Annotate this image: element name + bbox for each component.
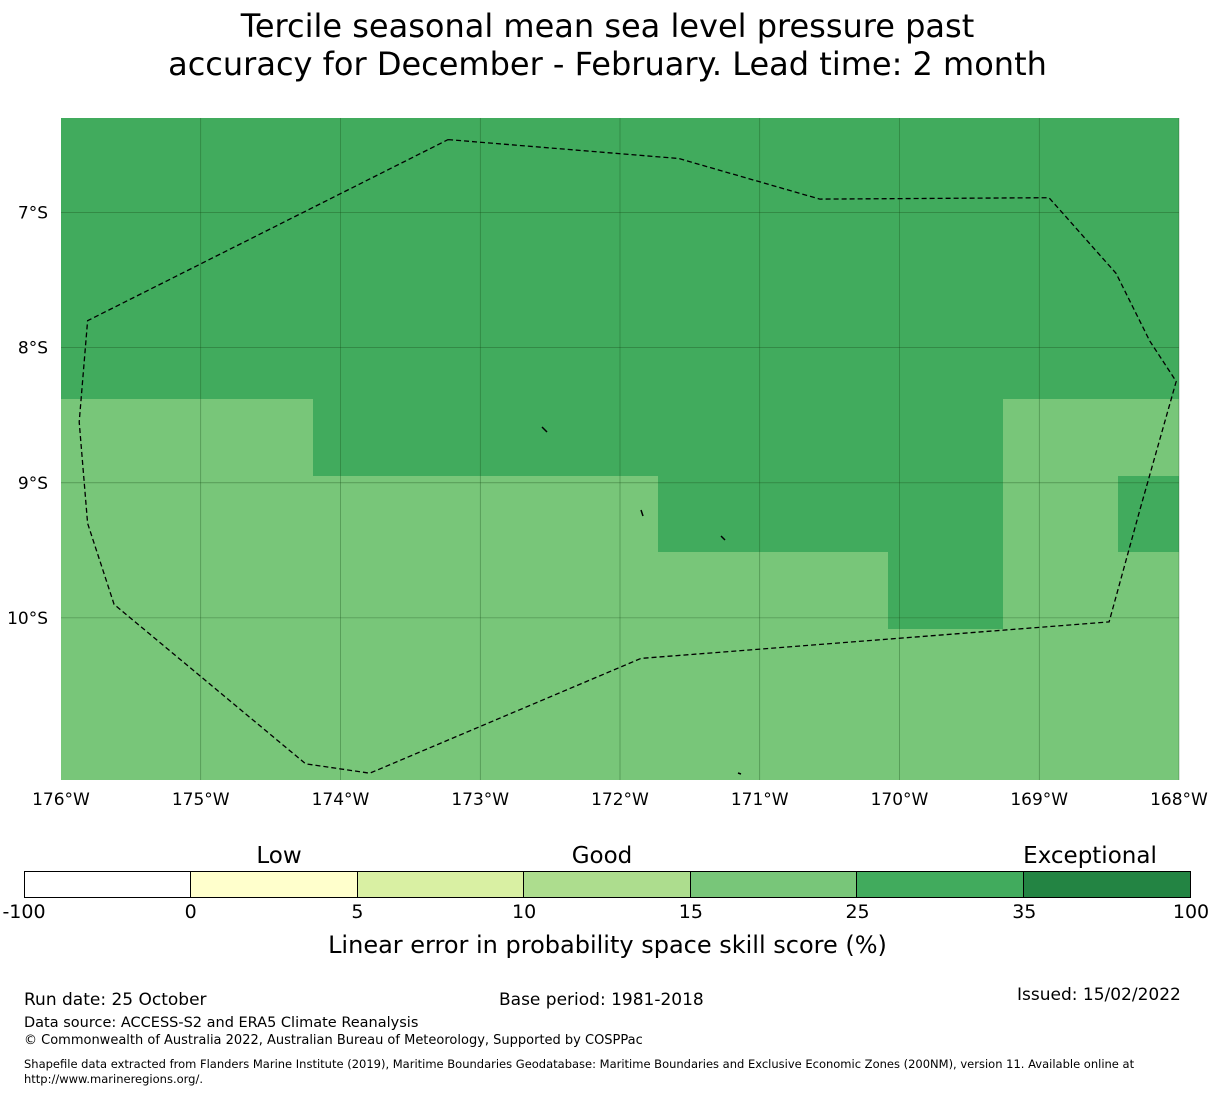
lon-tick-label: 171°W <box>731 790 789 810</box>
chart-title-line-1: Tercile seasonal mean sea level pressure… <box>240 7 975 45</box>
colorbar-tick-label: 15 <box>678 901 703 923</box>
cell-25-35 <box>658 476 888 552</box>
cell-25-35 <box>1118 476 1179 552</box>
issued-date: Issued: 15/02/2022 <box>1017 985 1181 1005</box>
colorbar-segment <box>25 872 192 897</box>
lon-tick-label: 170°W <box>871 790 929 810</box>
copyright: © Commonwealth of Australia 2022, Austra… <box>24 1033 643 1048</box>
cell-25-35 <box>888 476 1003 629</box>
colorbar-tick-label: -100 <box>2 901 46 923</box>
data-source: Data source: ACCESS-S2 and ERA5 Climate … <box>24 1015 419 1031</box>
longitude-labels: 176°W 175°W 174°W 173°W 172°W 171°W 170°W 169°W… <box>32 790 1208 810</box>
lat-tick-label: 7°S <box>18 204 48 224</box>
lon-tick-label: 172°W <box>591 790 649 810</box>
colorbar-tick-label: 25 <box>845 901 870 923</box>
lon-tick-label: 173°W <box>451 790 509 810</box>
island-nukunonu <box>640 509 644 517</box>
lon-tick-label: 169°W <box>1010 790 1068 810</box>
colorbar-segment <box>690 872 858 897</box>
latitude-labels: 7°S 8°S 9°S 10°S <box>7 204 48 629</box>
shapefile-credit-line-2: http://www.marineregions.org/. <box>24 1072 203 1086</box>
base-period: Base period: 1981-2018 <box>499 990 704 1010</box>
colorbar-tick-label: 35 <box>1012 901 1037 923</box>
colorbar-tick-label: 5 <box>351 901 364 923</box>
lon-tick-label: 168°W <box>1150 790 1208 810</box>
cell-25-35 <box>658 399 1003 476</box>
lon-tick-label: 176°W <box>32 790 90 810</box>
lat-tick-label: 10°S <box>7 609 48 629</box>
lat-tick-label: 9°S <box>18 474 48 494</box>
category-exceptional: Exceptional <box>1023 843 1157 869</box>
colorbar-segment <box>191 872 358 897</box>
colorbar-tick-label: 100 <box>1172 901 1210 923</box>
colorbar-label: Linear error in probability space skill … <box>328 931 887 959</box>
lon-tick-label: 175°W <box>172 790 230 810</box>
eez-boundary <box>78 138 1177 774</box>
lon-tick-label: 174°W <box>312 790 370 810</box>
colorbar-tick-label: 0 <box>184 901 197 923</box>
island-fakaofo <box>720 535 726 541</box>
colorbar-segment <box>357 872 525 897</box>
colorbar <box>24 871 1191 898</box>
cell-25-35 <box>1003 118 1179 399</box>
category-good: Good <box>571 843 633 869</box>
shapefile-credit-line-1: Shapefile data extracted from Flanders M… <box>24 1057 1135 1071</box>
lat-tick-label: 8°S <box>18 339 48 359</box>
island-swains <box>737 772 742 775</box>
category-low: Low <box>256 843 302 869</box>
colorbar-segment <box>1023 872 1190 897</box>
cell-25-35 <box>313 399 658 476</box>
island-atafu <box>541 426 548 433</box>
run-date: Run date: 25 October <box>24 990 207 1010</box>
chart-title-line-2: accuracy for December - February. Lead t… <box>168 45 1047 83</box>
colorbar-segment <box>524 872 691 897</box>
colorbar-tick-label: 10 <box>512 901 537 923</box>
graticule <box>61 118 1180 780</box>
islands <box>541 426 742 775</box>
colorbar-segment <box>857 872 1024 897</box>
